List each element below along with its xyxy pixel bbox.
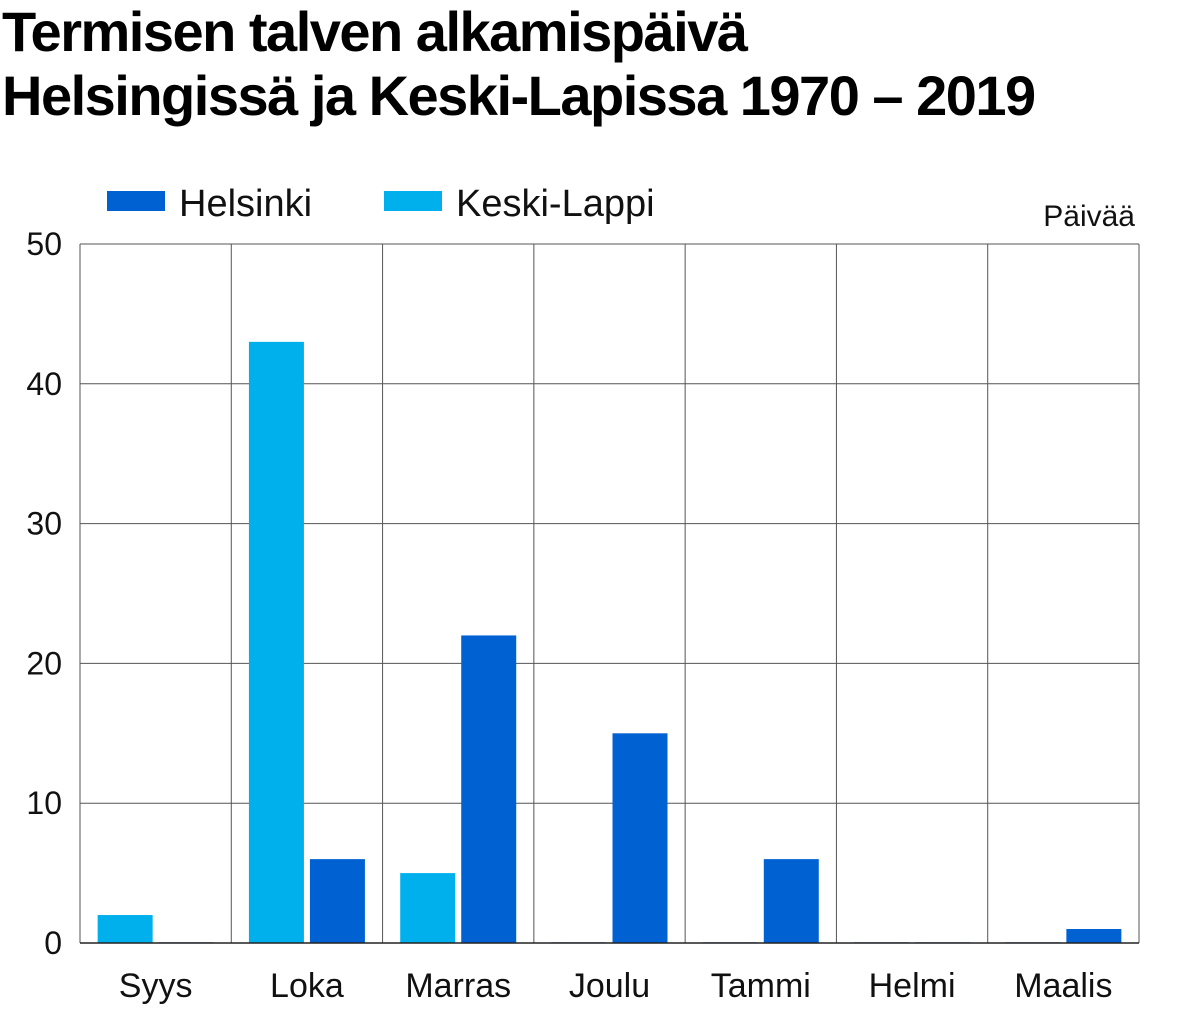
- y-tick-label: 50: [26, 226, 62, 262]
- y-axis-unit-label: Päivää: [1043, 200, 1135, 233]
- bar-keski-lappi-loka: [248, 341, 304, 943]
- y-tick-label: 20: [26, 645, 62, 681]
- bar-helsinki-marras: [461, 635, 517, 943]
- y-tick-label: 40: [26, 366, 62, 402]
- bar-helsinki-tammi: [763, 859, 819, 943]
- chart-title-line-1: Termisen talven alkamispäivä: [2, 0, 748, 63]
- x-tick-label: Helmi: [869, 967, 956, 1005]
- chart-title: Termisen talven alkamispäivä Helsingissä…: [2, 0, 1036, 128]
- y-tick-label: 30: [26, 506, 62, 542]
- x-tick-label: Syys: [119, 967, 193, 1005]
- chart-title-line-2: Helsingissä ja Keski-Lapissa 1970 – 2019: [2, 64, 1036, 127]
- x-tick-label: Joulu: [569, 967, 650, 1005]
- legend-label-helsinki: Helsinki: [179, 183, 312, 225]
- bar-helsinki-joulu: [612, 733, 668, 943]
- legend-label-keski-lappi: Keski-Lappi: [456, 183, 655, 225]
- x-tick-label: Loka: [270, 967, 344, 1005]
- x-tick-label: Maalis: [1014, 967, 1112, 1005]
- x-tick-label: Tammi: [711, 967, 811, 1005]
- x-tick-label: Marras: [405, 967, 511, 1005]
- y-tick-label: 10: [26, 785, 62, 821]
- legend-swatch-keski-lappi: [384, 191, 442, 211]
- y-tick-label: 0: [44, 925, 62, 961]
- legend-swatch-helsinki: [107, 191, 165, 211]
- bar-keski-lappi-marras: [400, 873, 456, 943]
- bar-helsinki-loka: [309, 859, 365, 943]
- bar-helsinki-maalis: [1066, 929, 1122, 943]
- bar-keski-lappi-syys: [97, 915, 153, 943]
